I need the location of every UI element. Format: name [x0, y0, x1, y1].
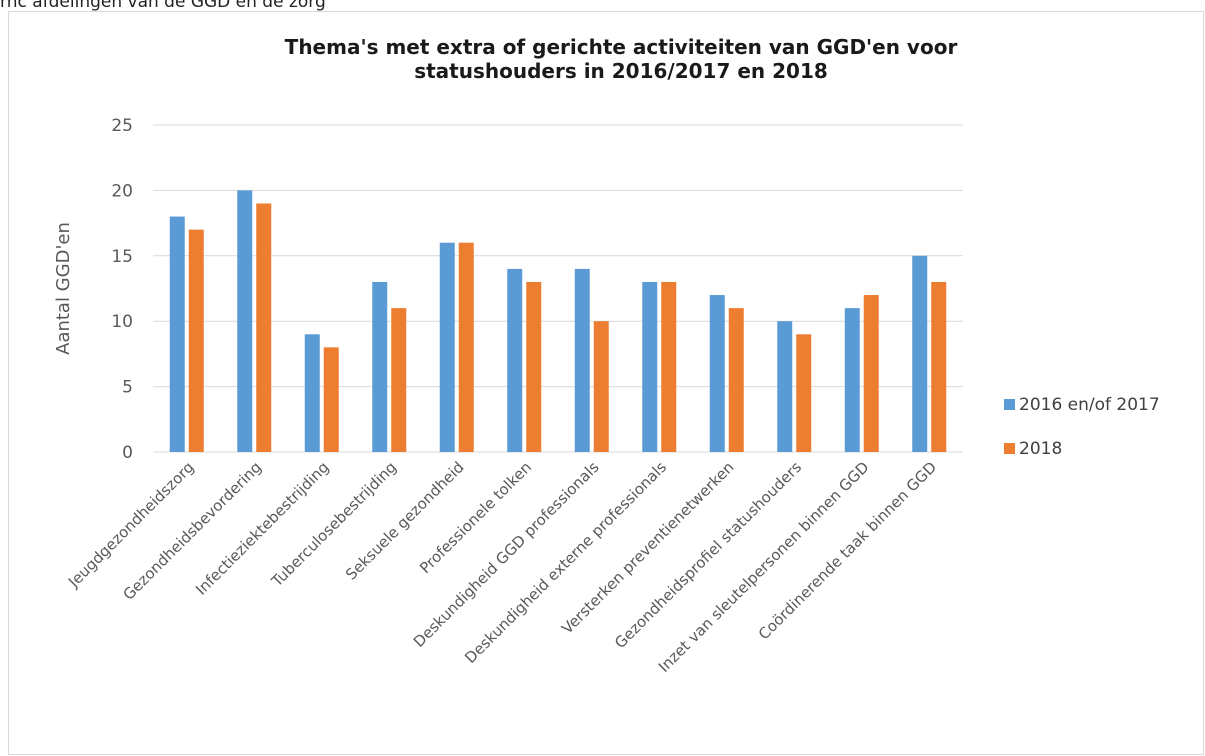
legend: 2016 en/of 2017 2018 — [1004, 395, 1160, 459]
bar-s2-1 — [188, 229, 204, 452]
bar-s1-12 — [912, 255, 928, 452]
chart-title-line-2: statushouders in 2016/2017 en 2018 — [414, 59, 828, 83]
grid-lines — [153, 124, 963, 453]
bar-s1-7 — [574, 268, 590, 452]
chart-title-line-1: Thema's met extra of gerichte activiteit… — [285, 35, 958, 59]
bar-s1-11 — [844, 308, 860, 452]
legend-label-1: 2016 en/of 2017 — [1019, 395, 1160, 415]
bar-chart: Thema's met extra of gerichte activiteit… — [53, 35, 1160, 676]
bar-s2-8 — [661, 281, 677, 452]
legend-label-2: 2018 — [1019, 439, 1062, 459]
y-tick-label-25: 25 — [111, 116, 133, 136]
bar-s1-2 — [237, 190, 253, 452]
category-label-4: Tuberculosebestrijding — [267, 458, 400, 591]
category-labels: JeugdgezondheidszorgGezondheidsbevorderi… — [64, 458, 940, 676]
y-tick-label-5: 5 — [122, 378, 133, 398]
bar-s2-3 — [323, 347, 339, 452]
bar-s2-2 — [256, 203, 272, 452]
bar-s1-4 — [372, 281, 388, 452]
page-header-text: rnc afdelingen van de GGD en de zorg — [0, 0, 326, 12]
bar-s1-6 — [507, 268, 523, 452]
bar-s1-9 — [709, 295, 725, 452]
bar-s1-10 — [777, 321, 793, 452]
bar-s2-11 — [863, 295, 879, 452]
category-label-3: Infectieziektebestrijding — [192, 458, 333, 599]
bars — [169, 190, 947, 452]
y-tick-label-0: 0 — [122, 443, 133, 463]
legend-swatch-1 — [1004, 399, 1015, 410]
bar-s2-6 — [526, 281, 542, 452]
bar-s2-5 — [458, 242, 474, 452]
bar-s1-3 — [304, 334, 320, 452]
bar-s2-7 — [593, 321, 609, 452]
category-label-5: Seksuele gezondheid — [342, 458, 467, 583]
chart-title: Thema's met extra of gerichte activiteit… — [285, 35, 958, 83]
category-label-1: Jeugdgezondheidszorg — [64, 458, 197, 591]
bar-s1-1 — [169, 216, 185, 452]
chart-frame: Thema's met extra of gerichte activiteit… — [8, 11, 1204, 755]
y-axis-ticks: 0 5 10 15 20 25 — [111, 116, 133, 463]
y-tick-label-10: 10 — [111, 312, 133, 332]
bar-s1-8 — [642, 281, 658, 452]
y-tick-label-15: 15 — [111, 247, 133, 267]
y-tick-label-20: 20 — [111, 181, 133, 201]
legend-swatch-2 — [1004, 443, 1015, 454]
bar-s2-10 — [796, 334, 812, 452]
category-label-2: Gezondheidsbevordering — [119, 458, 265, 604]
bar-s2-12 — [931, 281, 947, 452]
category-label-6: Professionele tolken — [416, 458, 535, 577]
y-axis-title: Aantal GGD'en — [53, 222, 74, 355]
bar-s1-5 — [439, 242, 455, 452]
bar-s2-4 — [391, 308, 407, 452]
bar-s2-9 — [728, 308, 744, 452]
